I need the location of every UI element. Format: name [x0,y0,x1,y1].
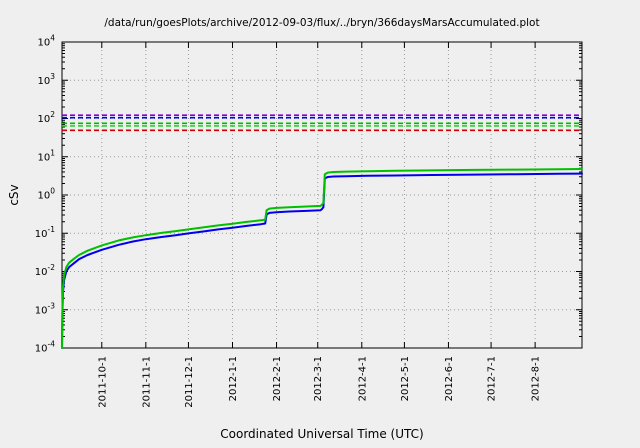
svg-text:100: 100 [37,187,55,202]
svg-text:2011-12-1: 2011-12-1 [184,356,195,408]
svg-text:10-2: 10-2 [35,263,55,278]
svg-text:103: 103 [37,72,55,87]
svg-text:101: 101 [37,148,55,163]
svg-text:10-3: 10-3 [35,301,55,316]
svg-text:104: 104 [37,34,55,49]
svg-text:10-1: 10-1 [35,225,55,240]
svg-text:10-4: 10-4 [35,340,55,355]
svg-text:2012-4-1: 2012-4-1 [357,356,368,401]
svg-text:2012-7-1: 2012-7-1 [487,356,498,401]
plot-layer: 2011-10-1 2011-11-1 2011-12-1 2012-1-1 2012-… [35,34,583,408]
svg-text:102: 102 [37,110,55,125]
svg-text:2012-1-1: 2012-1-1 [228,356,239,401]
x-axis-label: Coordinated Universal Time (UTC) [220,427,423,441]
svg-text:2012-8-1: 2012-8-1 [531,356,542,401]
svg-text:2011-11-1: 2011-11-1 [141,356,152,408]
y-axis-label: cSv [7,184,21,205]
svg-text:2012-5-1: 2012-5-1 [400,356,411,401]
svg-text:2011-10-1: 2011-10-1 [97,356,108,408]
chart-title: /data/run/goesPlots/archive/2012-09-03/f… [104,17,539,29]
svg-text:2012-6-1: 2012-6-1 [444,356,455,401]
svg-text:2012-2-1: 2012-2-1 [272,356,283,401]
svg-text:2012-3-1: 2012-3-1 [313,356,324,401]
